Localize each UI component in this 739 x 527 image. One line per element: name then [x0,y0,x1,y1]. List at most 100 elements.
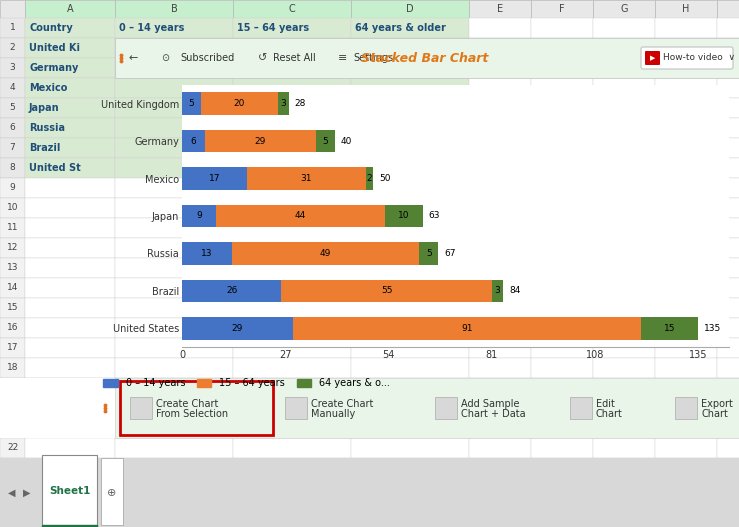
Text: 18: 18 [7,364,18,373]
Bar [655,338,717,358]
Bar [351,338,469,358]
Text: 5: 5 [10,103,16,112]
Bar [492,280,503,302]
Bar [115,38,739,78]
Bar [531,438,593,458]
Bar [0,338,25,358]
Text: 14: 14 [7,284,18,292]
Text: 31: 31 [301,174,312,183]
Bar [101,458,123,525]
Bar [233,58,351,78]
Text: From Selection: From Selection [156,409,228,419]
Bar [115,158,233,178]
Bar [25,138,115,158]
Bar [385,205,423,227]
Bar [0,218,25,238]
Bar [717,18,739,38]
Bar [115,338,233,358]
Bar [201,92,278,115]
Bar [675,397,697,419]
Bar [285,397,307,419]
Text: 21: 21 [7,424,18,433]
Bar [115,318,233,338]
Bar [25,178,115,198]
Bar [717,378,739,398]
Bar [655,158,717,178]
Bar [531,198,593,218]
Bar [115,298,233,318]
Bar [233,18,351,38]
Bar [655,238,717,258]
Text: Create Chart: Create Chart [311,399,373,409]
Bar [182,130,205,152]
Bar [25,358,115,378]
Bar [655,198,717,218]
Bar [351,218,469,238]
Bar [655,178,717,198]
Bar [233,98,351,118]
Bar [25,118,115,138]
Bar [25,378,115,398]
Bar [182,92,201,115]
Bar [351,378,469,398]
Bar [0,278,25,298]
Bar [115,58,233,78]
Bar [0,238,25,258]
Bar [182,168,247,190]
Text: 16: 16 [7,324,18,333]
Bar [182,280,282,302]
Bar [531,418,593,438]
Bar [717,318,739,338]
Text: 0 – 14 years: 0 – 14 years [119,23,184,33]
Text: D: D [406,4,414,14]
Bar [233,0,351,18]
Bar [282,280,492,302]
Text: 55: 55 [381,286,392,295]
Text: 3: 3 [494,286,500,295]
Bar [531,38,593,58]
Bar [233,398,351,418]
Bar [233,78,351,98]
Bar [351,438,469,458]
Text: 84: 84 [509,286,520,295]
Bar [593,278,655,298]
Bar [278,92,289,115]
Text: 67: 67 [444,249,455,258]
Text: B: B [171,4,177,14]
Bar [531,258,593,278]
Bar [531,238,593,258]
Text: Sheet1: Sheet1 [49,486,90,496]
Bar [655,438,717,458]
Text: A: A [67,4,73,14]
Text: 8: 8 [10,163,16,172]
Bar [25,338,115,358]
Text: Manually: Manually [311,409,355,419]
Bar [233,38,351,58]
Bar [593,98,655,118]
FancyBboxPatch shape [641,47,733,69]
Bar [115,398,233,418]
Text: Chart: Chart [701,409,728,419]
Text: ◀: ◀ [8,487,16,497]
Bar [655,218,717,238]
Bar [469,198,531,218]
Bar [593,338,655,358]
Bar [115,18,233,38]
Text: 10: 10 [398,211,409,220]
Bar [655,258,717,278]
Bar [0,458,739,527]
Text: ≡: ≡ [338,53,347,63]
Text: G: G [620,4,627,14]
Text: Subscribed: Subscribed [180,53,234,63]
Bar [593,218,655,238]
Bar [531,98,593,118]
Text: 28: 28 [295,99,306,108]
Bar [351,318,469,338]
Bar [115,438,233,458]
Bar [351,118,469,138]
Bar [25,318,115,338]
Text: Chart + Data: Chart + Data [461,409,525,419]
Bar [655,98,717,118]
Text: Settings: Settings [353,53,393,63]
Text: F: F [559,4,565,14]
